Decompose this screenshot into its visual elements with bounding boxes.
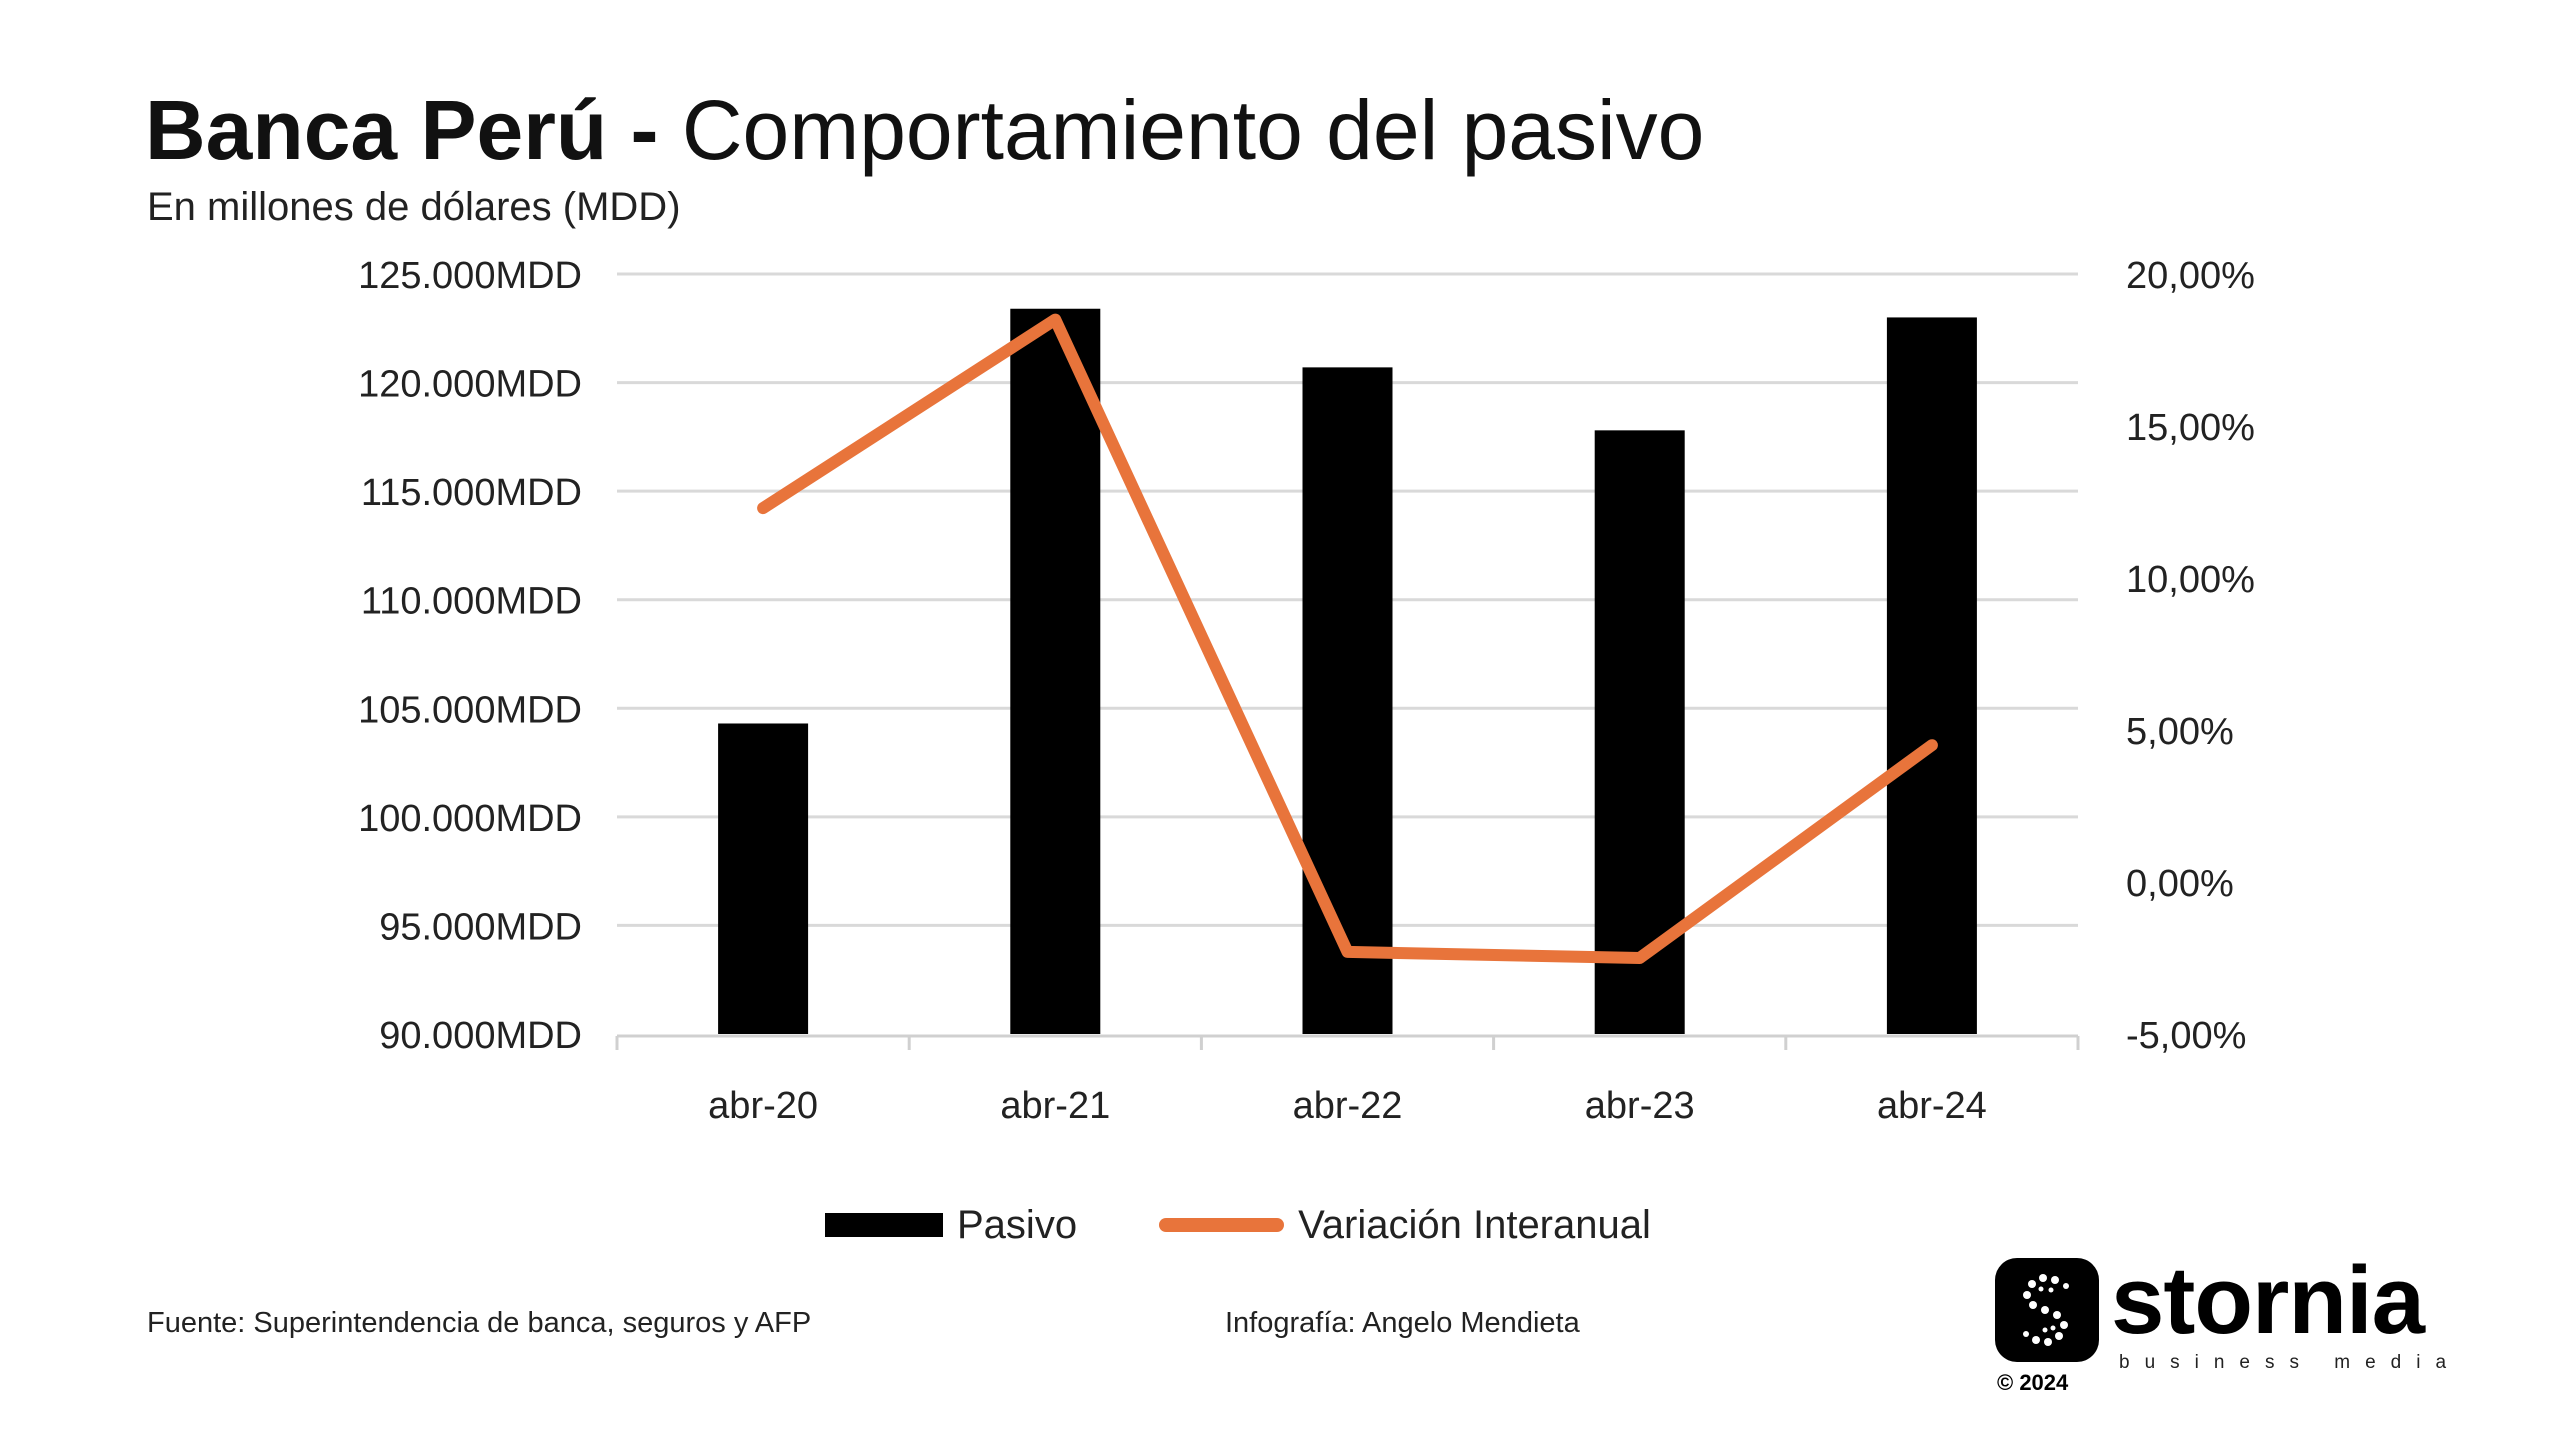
bar-pasivo xyxy=(718,723,809,1034)
bar-pasivo xyxy=(1302,367,1393,1034)
legend-label-pasivo: Pasivo xyxy=(957,1202,1078,1247)
bar-pasivo xyxy=(1594,430,1685,1034)
y-right-tick-label: 15,00% xyxy=(2126,407,2255,449)
logo-wordmark: stornia xyxy=(2111,1247,2425,1354)
legend-item-variacion: Variación Interanual xyxy=(1159,1203,1651,1248)
logo-copyright: © 2024 xyxy=(1997,1370,2069,1395)
title-bold: Banca Perú - xyxy=(145,83,659,177)
bar-pasivo xyxy=(1886,317,1977,1034)
stornia-s-logo-icon xyxy=(1995,1258,2099,1362)
line-point xyxy=(1346,950,1349,953)
y-left-tick-label: 100.000MDD xyxy=(358,798,582,840)
x-tick-label: abr-24 xyxy=(1877,1085,1987,1127)
chart-title: Banca Perú - Comportamiento del pasivo xyxy=(145,80,1704,180)
x-tick-label: abr-22 xyxy=(1293,1085,1403,1127)
legend-swatch-bar xyxy=(825,1213,943,1237)
y-right-tick-label: 10,00% xyxy=(2126,559,2255,601)
y-left-tick-label: 95.000MDD xyxy=(379,906,582,948)
y-left-tick-label: 90.000MDD xyxy=(379,1015,582,1057)
x-tick-label: abr-21 xyxy=(1000,1085,1110,1127)
line-point xyxy=(762,507,765,510)
variation-line xyxy=(757,313,1938,964)
y-right-tick-label: 5,00% xyxy=(2126,711,2234,753)
y-left-tick-label: 105.000MDD xyxy=(358,689,582,731)
y-left-tick-label: 120.000MDD xyxy=(358,364,582,406)
x-tick-label: abr-20 xyxy=(708,1085,818,1127)
title-light: Comportamiento del pasivo xyxy=(681,83,1705,177)
line-point xyxy=(1930,744,1933,747)
bar-pasivo xyxy=(1010,308,1101,1034)
legend-item-pasivo: Pasivo xyxy=(825,1203,1077,1248)
credit-note: Infografía: Angelo Mendieta xyxy=(1225,1307,1580,1339)
stornia-logo: stornia business media © 2024 xyxy=(1995,1247,2455,1398)
y-left-tick-label: 115.000MDD xyxy=(361,472,582,514)
logo-tagline: business media xyxy=(2119,1352,2462,1373)
line-point xyxy=(1054,318,1057,321)
y-left-tick-label: 110.000MDD xyxy=(361,581,582,623)
chart-subtitle: En millones de dólares (MDD) xyxy=(147,185,681,229)
source-note: Fuente: Superintendencia de banca, segur… xyxy=(147,1307,812,1339)
y-left-tick-label: 125.000MDD xyxy=(358,255,582,297)
tick-labels: 90.000MDD 95.000MDD 100.000MDD 105.000MDD 11… xyxy=(358,255,2255,1127)
x-tick-label: abr-23 xyxy=(1585,1085,1695,1127)
legend: Pasivo Variación Interanual xyxy=(825,1195,1733,1255)
legend-label-variacion: Variación Interanual xyxy=(1298,1202,1651,1247)
y-right-tick-label: 0,00% xyxy=(2126,863,2234,905)
y-right-tick-label: -5,00% xyxy=(2126,1015,2246,1057)
axes xyxy=(615,1034,2080,1050)
line-point xyxy=(1638,957,1641,959)
legend-swatch-line xyxy=(1159,1218,1285,1232)
y-right-tick-label: 20,00% xyxy=(2126,255,2255,297)
bars xyxy=(718,308,1977,1034)
